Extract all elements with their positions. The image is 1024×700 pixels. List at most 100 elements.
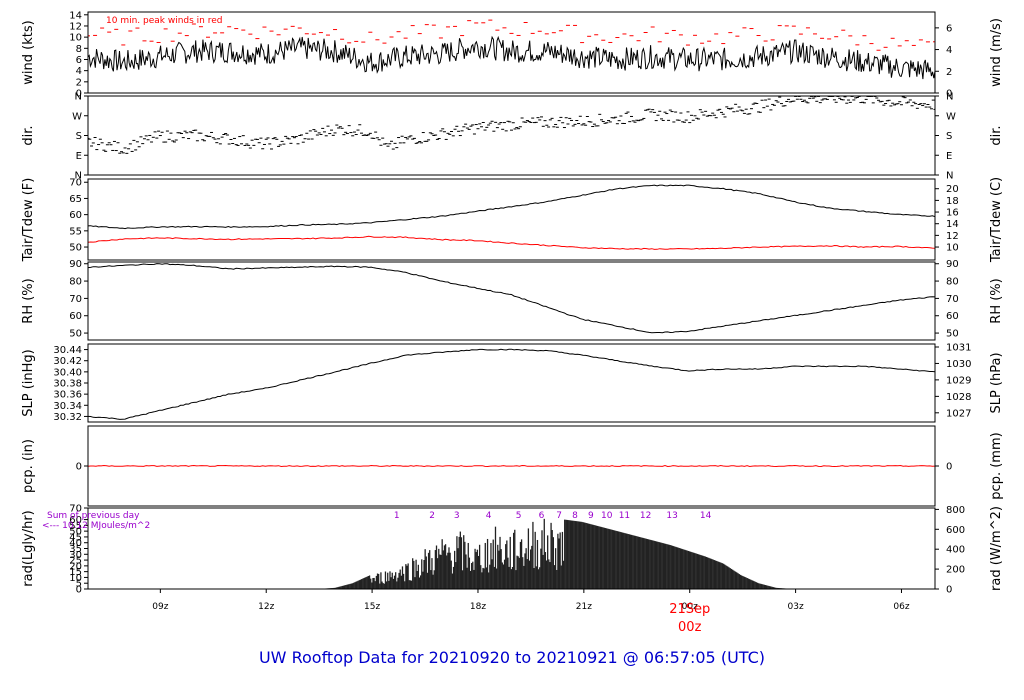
rad-hour-marker: 1 [394, 511, 400, 521]
rad-left-tick-label: 45 [69, 532, 82, 543]
temp-left-tick-label: 65 [69, 194, 82, 205]
rad-left-tick-label: 10 [69, 573, 82, 584]
rad-left-tick-label: 15 [69, 567, 82, 578]
temp-right-tick-label: 20 [946, 184, 959, 195]
x-tick-label: 21z [576, 602, 592, 612]
slp-left-axis-title: SLP (inHg) [21, 349, 36, 417]
x-date-marker: 21Sep [669, 602, 710, 617]
slp-frame [87, 343, 936, 423]
x-tick-label: 18z [470, 602, 486, 612]
rh-right-axis-title: RH (%) [989, 278, 1004, 323]
pcp-right-tick-label: 0 [946, 462, 952, 473]
slp-right-axis-title: SLP (hPa) [989, 352, 1004, 413]
rad-hour-marker: 8 [572, 511, 578, 521]
x-tick-label: 15z [364, 602, 380, 612]
wind-note: 10 min. peak winds in red [106, 16, 223, 26]
wind-left-tick-label: 4 [76, 66, 82, 77]
x-tick-label: 00z [682, 602, 698, 612]
slp-left-tick-label: 30.36 [53, 390, 82, 401]
rad-note-line: Sum of previous day [47, 511, 140, 521]
rad-hour-marker: 11 [619, 511, 630, 521]
rad-hour-marker: 9 [588, 511, 594, 521]
rad-left-tick-label: 70 [69, 504, 82, 515]
temp-right-tick-label: 10 [946, 243, 959, 254]
dir-right-axis-title: dir. [989, 125, 1004, 145]
rh-left-tick-label: 70 [69, 294, 82, 305]
rad-hour-marker: 2 [429, 511, 435, 521]
wind-left-tick-label: 0 [76, 89, 82, 100]
rh-plot-area [88, 263, 935, 334]
temp-series-0 [88, 184, 935, 230]
dir-left-tick-label: N [75, 171, 82, 182]
wind-right-tick-label: 0 [946, 89, 952, 100]
rad-left-tick-label: 40 [69, 538, 82, 549]
wind-series-1 [88, 19, 935, 51]
rad-hour-marker: 14 [700, 511, 712, 521]
dir-right-tick-label: N [946, 92, 953, 103]
temp-left-tick-label: 50 [69, 243, 82, 254]
x-tick-label: 03z [788, 602, 804, 612]
rad-series-0 [317, 518, 794, 589]
wind-left-tick-label: 6 [76, 55, 82, 66]
temp-right-tick-label: 12 [946, 231, 959, 242]
slp-left-tick-label: 30.38 [53, 379, 82, 390]
pcp-left-tick-label: 0 [76, 462, 82, 473]
slp-left-tick-label: 30.44 [53, 345, 82, 356]
rad-hour-marker: 12 [640, 511, 651, 521]
rh-frame [87, 261, 936, 341]
slp-right-tick-label: 1031 [946, 343, 971, 354]
slp-right-tick-label: 1028 [946, 392, 971, 403]
rh-right-tick-label: 70 [946, 294, 959, 305]
rad-left-tick-label: 25 [69, 556, 82, 567]
temp-right-axis-title: Tair/Tdew (C) [989, 177, 1004, 263]
wind-right-tick-label: 2 [946, 67, 952, 78]
dir-left-tick-label: E [76, 151, 82, 162]
rad-note-line: <--- 10.12 MJoules/m^2 [42, 521, 150, 531]
wind-left-tick-label: 14 [69, 10, 82, 21]
rad-right-tick-label: 600 [946, 525, 965, 536]
temp-left-tick-label: 60 [69, 210, 82, 221]
slp-right-tick-label: 1027 [946, 408, 971, 419]
x-tick-label: 09z [152, 602, 168, 612]
rh-left-axis-title: RH (%) [21, 278, 36, 323]
x-tick-label: 12z [258, 602, 274, 612]
rad-hour-marker: 10 [601, 511, 613, 521]
rad-plot-area [317, 518, 794, 589]
temp-plot-area [88, 184, 935, 250]
dir-right-tick-label: W [946, 111, 956, 122]
temp-left-tick-label: 70 [69, 178, 82, 189]
chart-title: UW Rooftop Data for 20210920 to 20210921… [258, 648, 766, 667]
wind-left-tick-label: 8 [76, 44, 82, 55]
temp-right-tick-label: 16 [946, 208, 959, 219]
temp-series-1 [88, 235, 935, 250]
rad-left-tick-label: 55 [69, 521, 82, 532]
x-date-marker-time: 00z [678, 620, 702, 635]
rh-left-tick-label: 90 [69, 259, 82, 270]
slp-left-tick-label: 30.42 [53, 356, 82, 367]
rad-right-tick-label: 800 [946, 505, 965, 516]
rh-right-tick-label: 60 [946, 311, 959, 322]
slp-left-tick-label: 30.32 [53, 412, 82, 423]
slp-right-tick-label: 1029 [946, 375, 971, 386]
dir-right-tick-label: N [946, 171, 953, 182]
slp-right-tick-label: 1030 [946, 359, 971, 370]
pcp-series-0 [88, 464, 935, 468]
temp-frame [87, 178, 936, 261]
rh-right-tick-label: 80 [946, 277, 959, 288]
rad-hour-marker: 5 [516, 511, 522, 521]
rh-right-tick-label: 50 [946, 329, 959, 340]
dir-left-axis-title: dir. [21, 125, 36, 145]
rad-hour-marker: 6 [539, 511, 545, 521]
dir-plot-area [88, 96, 935, 154]
rad-hour-marker: 4 [486, 511, 492, 521]
rh-series-0 [88, 263, 935, 334]
slp-series-0 [88, 348, 935, 420]
wind-series-0 [88, 35, 935, 80]
rh-left-tick-label: 80 [69, 277, 82, 288]
pcp-right-axis-title: pcp. (mm) [989, 432, 1004, 499]
wind-left-tick-label: 12 [69, 21, 82, 32]
slp-left-tick-label: 30.34 [53, 401, 82, 412]
dir-left-tick-label: S [76, 131, 82, 142]
wind-plot-area [88, 19, 935, 80]
